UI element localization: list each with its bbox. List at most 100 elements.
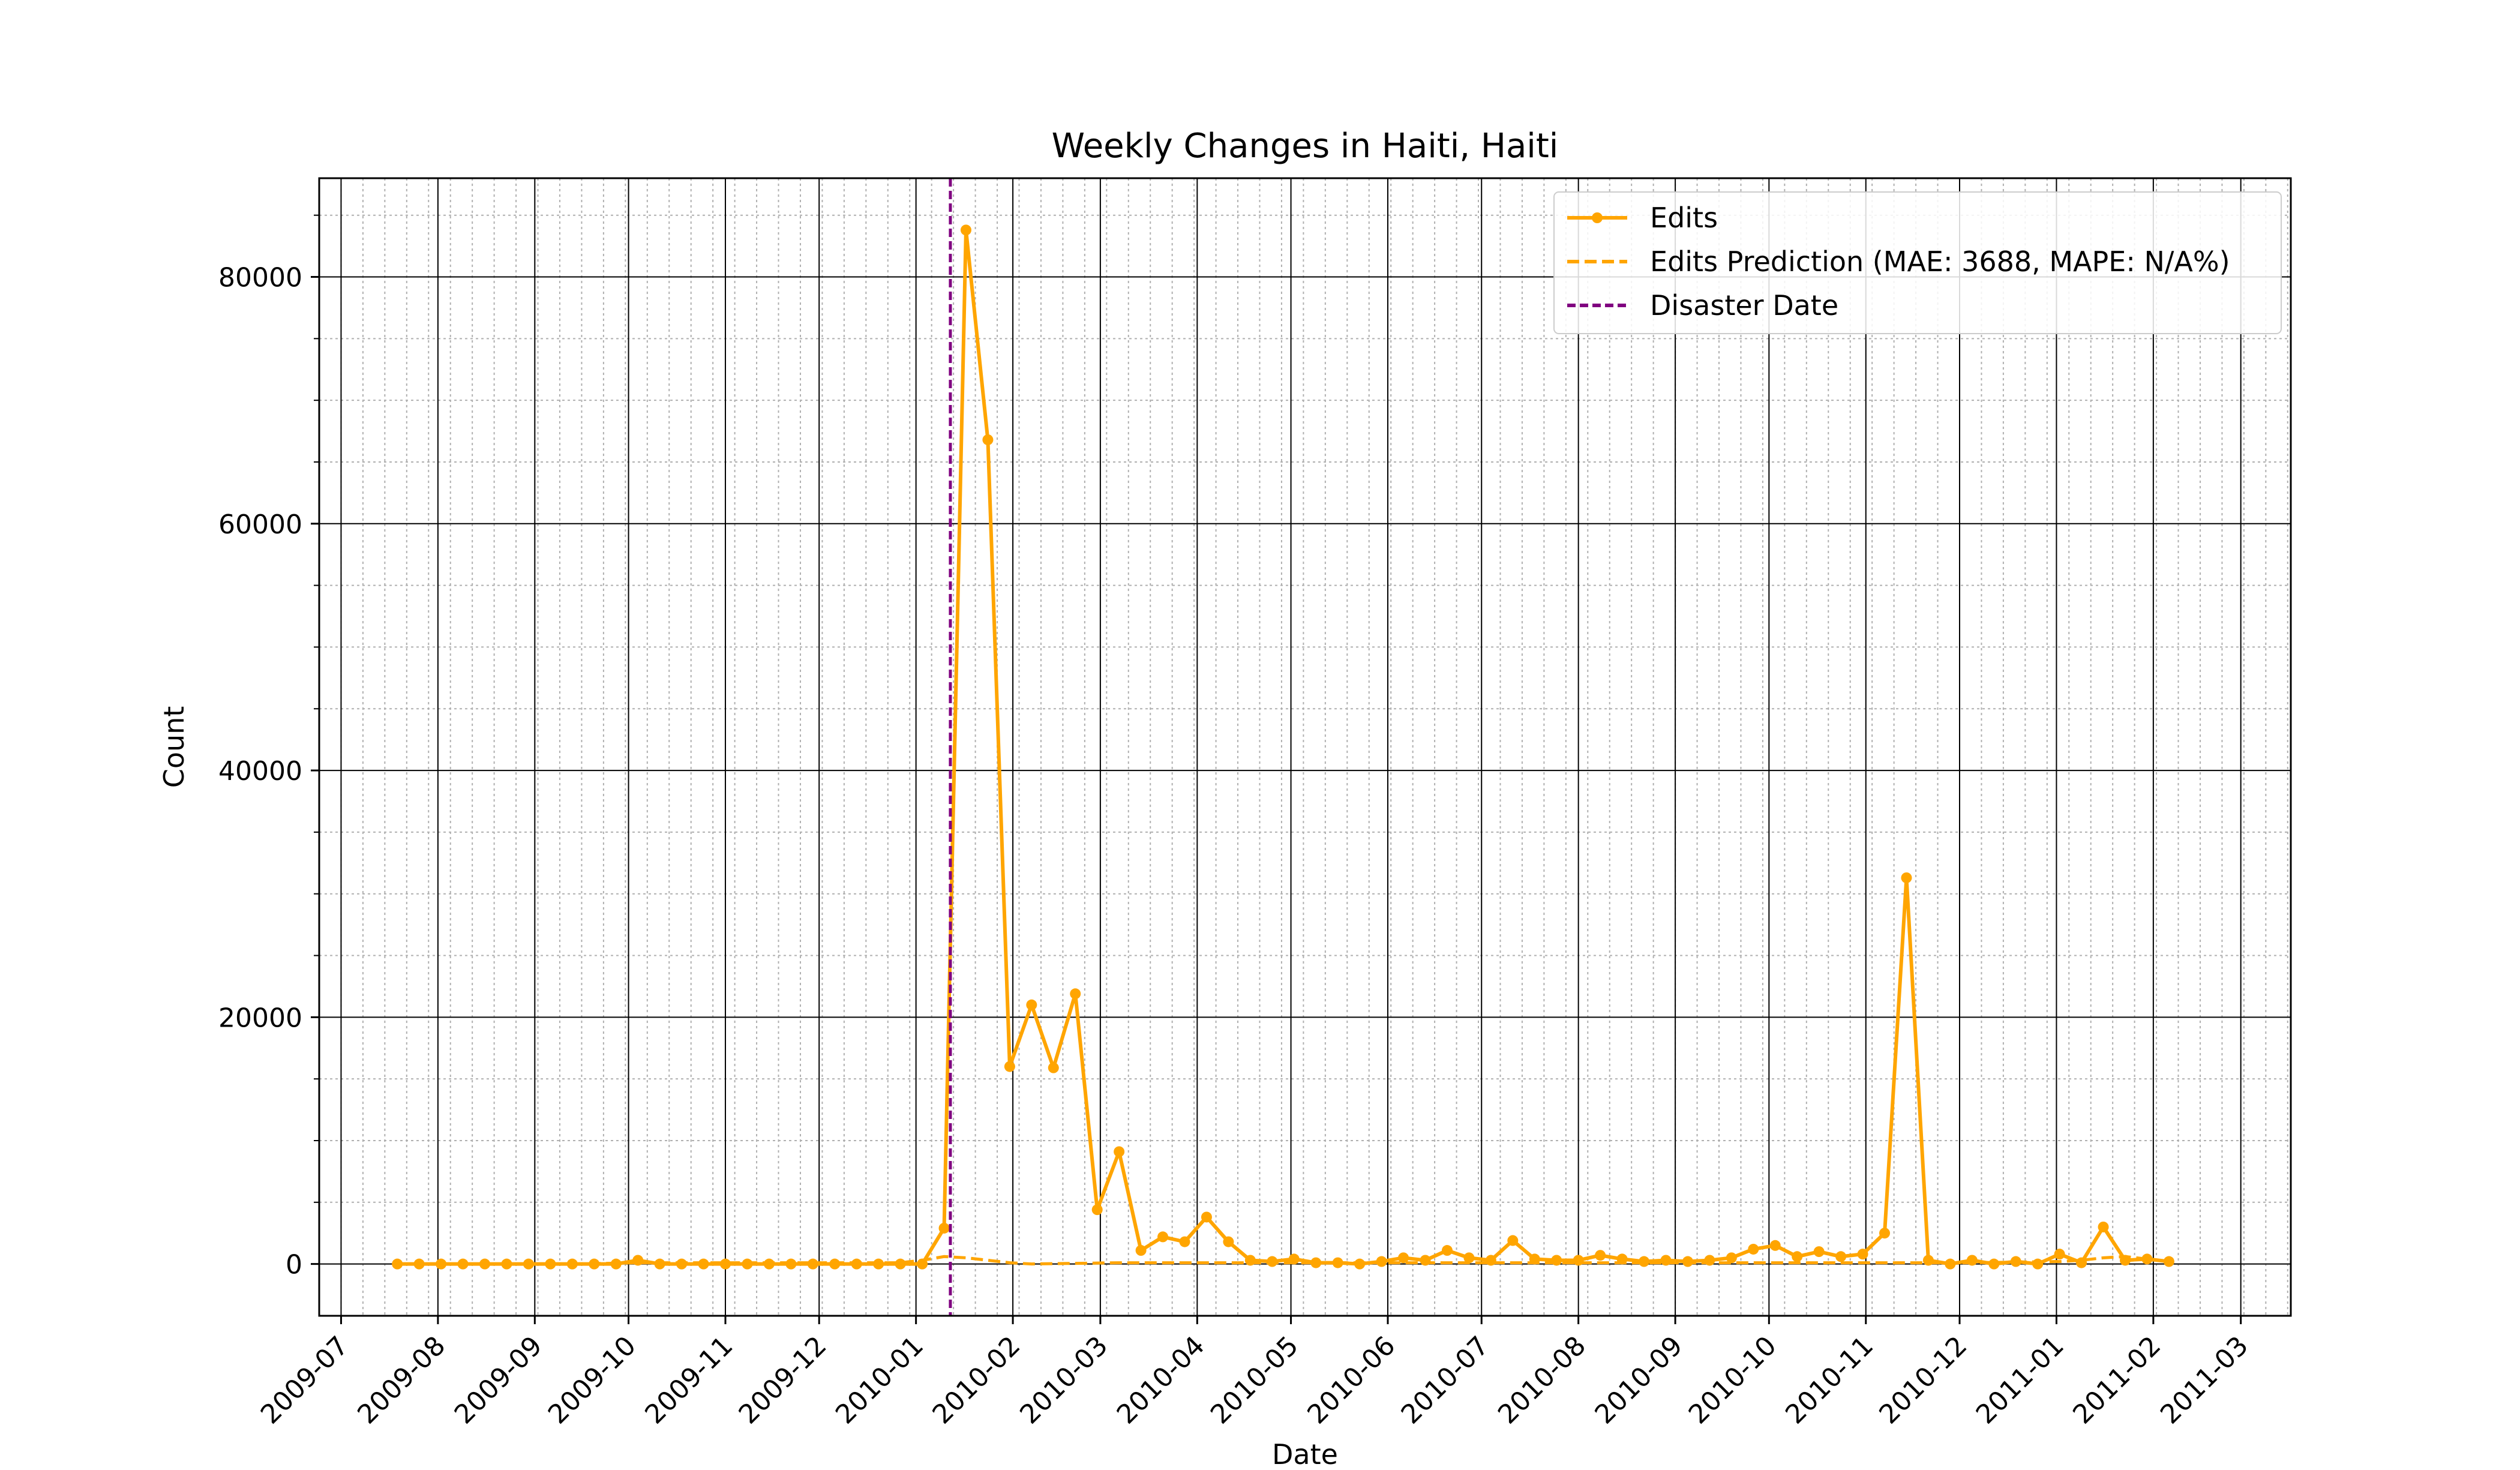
data-point-edits	[1573, 1255, 1584, 1266]
data-point-edits	[742, 1258, 753, 1270]
data-point-edits	[1922, 1255, 1934, 1266]
data-point-edits	[2076, 1257, 2087, 1268]
y-tick-label: 40000	[218, 756, 302, 787]
data-point-edits	[1201, 1211, 1212, 1223]
data-point-edits	[1004, 1061, 1015, 1072]
data-point-edits	[2098, 1221, 2109, 1232]
data-point-edits	[829, 1258, 841, 1270]
data-point-edits	[785, 1258, 797, 1270]
data-point-edits	[851, 1258, 862, 1270]
y-tick-label: 0	[286, 1250, 302, 1280]
data-point-edits	[1354, 1258, 1366, 1270]
series-line-edits	[397, 228, 2170, 1266]
data-point-edits	[2141, 1253, 2153, 1265]
data-point-edits	[1441, 1245, 1453, 1256]
data-point-edits	[1835, 1251, 1847, 1262]
data-point-edits	[1901, 872, 1912, 883]
series-layer	[392, 178, 2174, 1316]
data-point-edits	[523, 1258, 534, 1270]
data-point-edits	[1223, 1236, 1234, 1247]
data-point-edits	[1595, 1250, 1606, 1261]
legend-item-edits-label: Edits	[1650, 202, 1718, 234]
data-point-edits	[1398, 1252, 1409, 1264]
data-point-edits	[1769, 1240, 1781, 1251]
data-point-edits	[1507, 1235, 1519, 1246]
data-point-edits	[1660, 1255, 1672, 1266]
data-point-edits	[1682, 1256, 1693, 1267]
y-tick-label: 20000	[218, 1003, 302, 1033]
y-axis: 0 20000 40000 60000 80000	[218, 214, 319, 1280]
data-point-edits	[457, 1258, 469, 1270]
data-point-edits	[2054, 1249, 2065, 1260]
data-point-edits	[1048, 1062, 1059, 1073]
data-point-edits	[1792, 1251, 1803, 1262]
data-point-edits	[719, 1258, 731, 1270]
data-point-edits	[589, 1258, 600, 1270]
data-point-edits	[698, 1258, 709, 1270]
data-point-edits	[1616, 1253, 1628, 1265]
data-point-edits	[1179, 1236, 1190, 1247]
data-point-edits	[1157, 1231, 1169, 1243]
data-point-edits	[1420, 1255, 1431, 1266]
data-point-edits	[1288, 1253, 1300, 1265]
data-point-edits	[2163, 1256, 2174, 1267]
data-point-edits	[413, 1258, 425, 1270]
data-point-edits	[960, 224, 971, 236]
data-point-edits	[1726, 1252, 1737, 1264]
data-point-edits	[1376, 1256, 1387, 1267]
data-point-edits	[873, 1258, 884, 1270]
data-point-edits	[1748, 1243, 1759, 1255]
data-point-edits	[436, 1258, 447, 1270]
data-point-edits	[938, 1222, 950, 1234]
data-point-edits	[1485, 1255, 1496, 1266]
data-point-edits	[1091, 1204, 1103, 1216]
data-point-edits	[1639, 1256, 1650, 1267]
data-point-edits	[807, 1258, 818, 1270]
y-tick-label: 80000	[218, 263, 302, 293]
data-point-edits	[1551, 1255, 1562, 1266]
y-tick-label: 60000	[218, 509, 302, 540]
data-point-edits	[917, 1258, 928, 1270]
data-point-edits	[1244, 1255, 1256, 1266]
data-point-edits	[1813, 1246, 1825, 1258]
data-point-edits	[676, 1258, 688, 1270]
data-point-edits	[545, 1258, 556, 1270]
major-grid	[319, 178, 2291, 1316]
data-point-edits	[1529, 1253, 1540, 1265]
legend-item-edits-prediction-label: Edits Prediction (MAE: 3688, MAPE: N/A%)	[1650, 245, 2230, 278]
data-point-edits	[632, 1255, 644, 1266]
data-point-edits	[1879, 1228, 1891, 1239]
data-point-edits	[1857, 1249, 1868, 1260]
data-point-edits	[763, 1258, 775, 1270]
data-point-edits	[566, 1258, 578, 1270]
legend-item-disaster-date-label: Disaster Date	[1650, 289, 1838, 322]
data-point-edits	[1966, 1255, 1978, 1266]
chart-title: Weekly Changes in Haiti, Haiti	[1052, 127, 1559, 166]
data-point-edits	[479, 1258, 491, 1270]
data-point-edits	[1704, 1255, 1715, 1266]
data-point-edits	[1988, 1258, 2000, 1270]
legend-box	[1553, 191, 2282, 334]
data-point-edits	[501, 1258, 512, 1270]
legend: Edits Edits Prediction (MAE: 3688, MAPE: …	[1553, 191, 2282, 334]
data-point-edits	[2010, 1256, 2021, 1267]
y-axis-label: Count	[158, 706, 190, 788]
data-point-edits	[392, 1258, 403, 1270]
data-point-edits	[1114, 1146, 1125, 1157]
data-point-edits	[610, 1258, 622, 1270]
data-point-edits	[1463, 1252, 1475, 1264]
data-point-edits	[1267, 1256, 1278, 1267]
plot-frame	[318, 177, 2292, 1317]
data-point-edits	[1310, 1257, 1322, 1268]
data-point-edits	[982, 434, 994, 445]
data-point-edits	[1135, 1245, 1147, 1256]
data-point-edits	[1070, 988, 1081, 1000]
data-point-edits	[1026, 999, 1037, 1010]
data-point-edits	[895, 1258, 906, 1270]
data-point-edits	[2119, 1255, 2131, 1266]
data-point-edits	[1945, 1258, 1956, 1270]
data-point-edits	[1332, 1257, 1343, 1268]
data-point-edits	[654, 1258, 665, 1270]
data-point-edits	[2032, 1258, 2044, 1270]
